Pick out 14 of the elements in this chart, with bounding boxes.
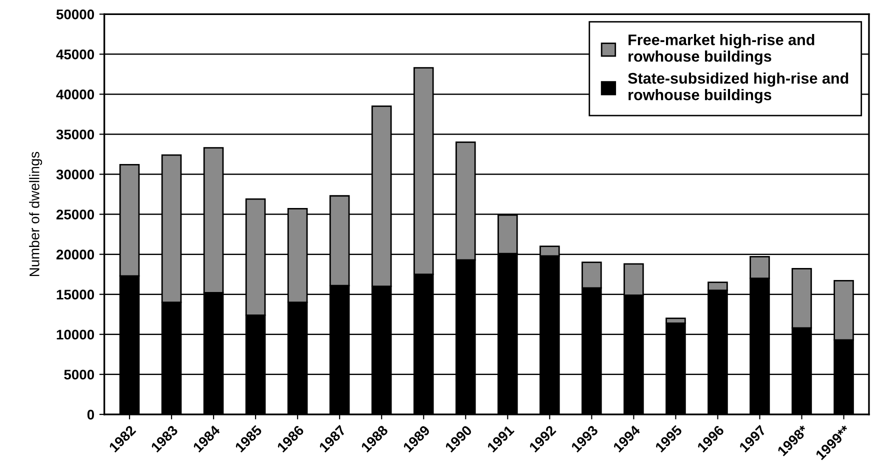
y-tick-label: 40000 — [56, 90, 94, 100]
y-tick-label: 35000 — [56, 130, 94, 140]
y-tick-label: 0 — [87, 410, 94, 420]
y-tick-label: 5000 — [64, 370, 94, 380]
y-axis-title: Number of dwellings — [29, 152, 42, 276]
legend-label: Free-market high-rise and rowhouse buildings — [628, 34, 814, 65]
legend-label: State-subsidized high-rise and rowhouse buildings — [628, 72, 848, 104]
y-tick-label: 15000 — [56, 290, 94, 300]
y-tick-label: 50000 — [56, 9, 94, 20]
y-tick-label: 20000 — [56, 250, 94, 260]
y-tick-label: 25000 — [56, 210, 94, 220]
y-tick-label: 10000 — [56, 330, 94, 340]
y-tick-label: 45000 — [56, 50, 94, 60]
y-tick-label: 30000 — [56, 170, 94, 180]
